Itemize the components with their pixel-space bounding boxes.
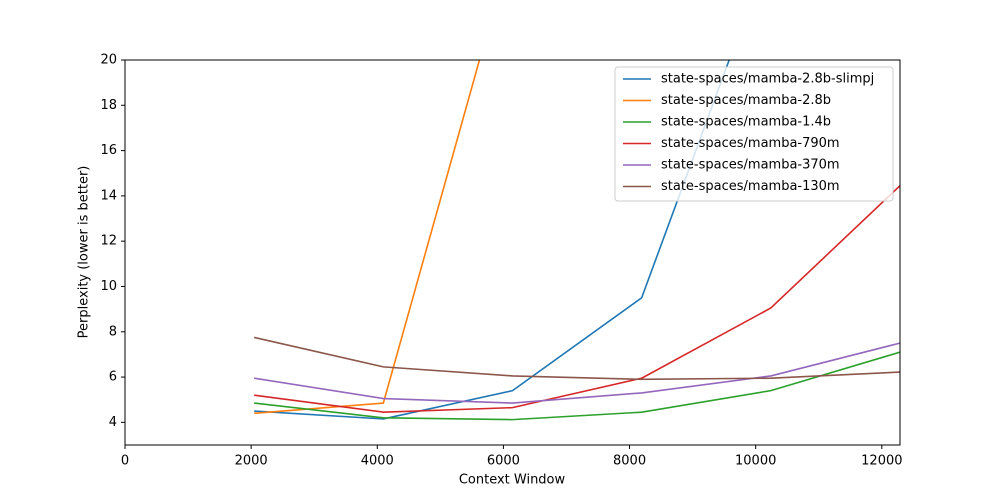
legend-label: state-spaces/mamba-2.8b-slimpj [661,72,874,87]
x-tick-label: 4000 [361,454,394,469]
x-tick-label: 6000 [487,454,520,469]
legend-label: state-spaces/mamba-370m [661,158,840,173]
y-tick-label: 14 [100,188,117,203]
x-tick-label: 0 [121,454,129,469]
y-tick-label: 16 [100,143,117,158]
series-line [254,351,900,421]
legend-label: state-spaces/mamba-790m [661,136,840,151]
y-tick-label: 20 [100,53,117,68]
legend-label: state-spaces/mamba-130m [661,179,840,194]
x-tick-label: 10000 [735,454,776,469]
series-line [254,60,731,420]
series-line [254,60,481,415]
y-tick-label: 10 [100,279,117,294]
legend-label: state-spaces/mamba-1.4b [661,115,831,130]
series-line [253,336,900,381]
x-tick-label: 8000 [613,454,646,469]
x-tick-label: 12000 [861,454,902,469]
series-line [254,185,900,413]
y-axis-label: Perplexity (lower is better) [77,166,92,339]
legend-box [614,66,894,202]
y-tick-label: 18 [100,98,117,113]
legend-label: state-spaces/mamba-2.8b [661,93,831,108]
plot-lines [253,60,900,421]
y-tick-label: 4 [109,415,117,430]
axes-frame [124,59,901,446]
series-line [254,342,900,404]
y-tick-label: 8 [109,324,117,339]
x-tick-label: 2000 [235,454,268,469]
y-tick-label: 12 [100,234,117,249]
x-axis-label: Context Window [459,473,566,488]
y-tick-label: 6 [109,370,117,385]
